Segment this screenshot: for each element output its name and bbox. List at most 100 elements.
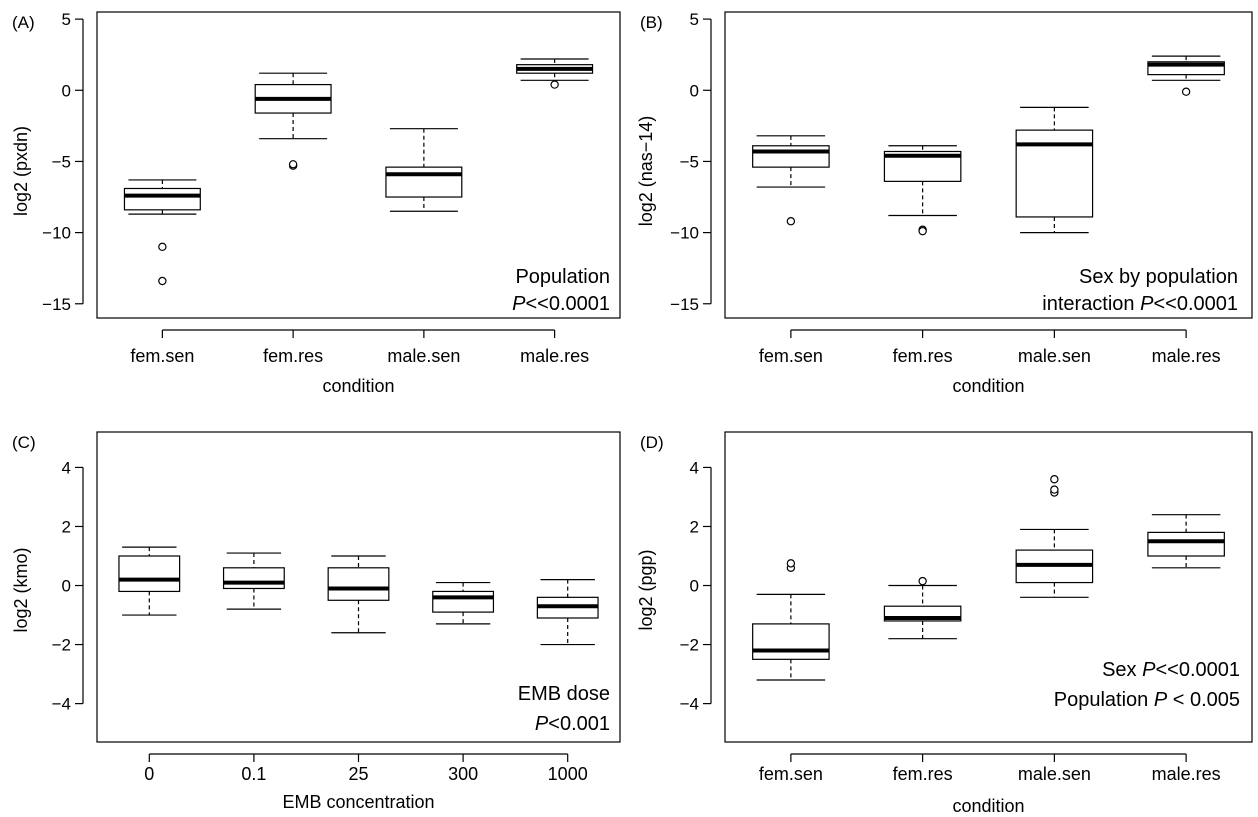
box-iqr: [752, 145, 830, 168]
box-fem.res: [883, 145, 962, 236]
y-tick-label: −10: [42, 224, 71, 243]
x-axis-label: condition: [952, 376, 1024, 396]
outlier-point: [786, 217, 796, 226]
x-tick-label: male.sen: [1018, 764, 1091, 784]
box-iqr: [123, 187, 201, 211]
y-tick-label: 2: [690, 517, 699, 536]
y-axis-label: log2 (pxdn): [11, 126, 31, 216]
x-tick-label: 1000: [548, 764, 588, 784]
annotation-line: Population P < 0.005: [1054, 689, 1240, 711]
box-iqr: [385, 166, 463, 198]
x-axis-label: EMB concentration: [282, 792, 434, 812]
outlier-point: [158, 242, 167, 252]
x-tick-label: 0.1: [241, 764, 266, 784]
y-tick-label: −15: [42, 295, 71, 314]
panel-label: (D): [640, 433, 664, 452]
box-fem.sen: [752, 135, 830, 226]
x-tick-label: fem.res: [893, 346, 953, 366]
y-tick-label: 4: [690, 458, 699, 477]
panel-d: (D) −4 −2 0 2 4 log2 (pgp) fem.sen fem.res male.s…: [636, 431, 1253, 816]
outlier-point: [550, 80, 559, 89]
box-male.res: [516, 58, 594, 89]
plot-frame: [96, 11, 621, 319]
box-iqr: [327, 567, 390, 601]
y-tick-label: −5: [680, 152, 699, 171]
y-tick-label: 5: [690, 10, 699, 29]
x-tick-label: 25: [348, 764, 368, 784]
y-tick-label: −5: [52, 152, 71, 171]
outlier-point: [918, 576, 927, 586]
box-iqr: [118, 555, 181, 593]
x-tick-label: male.res: [1152, 764, 1221, 784]
x-tick-label: fem.sen: [130, 346, 194, 366]
panel-label: (B): [640, 13, 663, 32]
x-tick-label: fem.sen: [759, 764, 823, 784]
y-tick-label: −4: [52, 695, 71, 714]
x-tick-label: 0: [144, 764, 154, 784]
y-axis-label: log2 (nas−14): [636, 116, 656, 227]
annotation-line: EMB dose: [518, 683, 610, 705]
annotation-line: interaction P<<0.0001: [1042, 293, 1238, 315]
outlier-point: [1181, 87, 1191, 96]
box-25: [327, 555, 390, 634]
box-300: [432, 581, 495, 625]
y-tick-label: −15: [670, 295, 699, 314]
plot-frame: [724, 11, 1253, 319]
y-axis-label: log2 (pgp): [636, 549, 656, 630]
panel-a: (A) −15 −10 −5 0 5 log2 (pxdn) fem.sen fem.res ma…: [11, 10, 621, 396]
plot-frame: [724, 431, 1253, 743]
outlier-point: [918, 226, 927, 236]
box-fem.sen: [752, 559, 830, 681]
box-1000: [536, 579, 599, 646]
x-tick-label: male.res: [1152, 346, 1221, 366]
panel-b: (B) −15 −10 −5 0 5 log2 (nas−14) fem.sen fem.res…: [636, 10, 1253, 396]
box-fem.res: [254, 72, 332, 170]
x-tick-label: fem.res: [893, 764, 953, 784]
box-fem.res: [883, 576, 962, 640]
outlier-point: [288, 160, 298, 169]
x-tick-label: male.sen: [387, 346, 460, 366]
y-tick-label: 0: [690, 577, 699, 596]
y-tick-label: 5: [62, 10, 71, 29]
box-male.sen: [1015, 106, 1094, 234]
box-0.1: [222, 552, 285, 610]
box-male.res: [1147, 514, 1225, 569]
box-0: [118, 546, 181, 616]
y-tick-label: 0: [690, 81, 699, 100]
annotation-line: Population: [515, 266, 610, 288]
box-fem.sen: [123, 179, 201, 286]
y-tick-label: 0: [62, 81, 71, 100]
x-axis-label: condition: [952, 796, 1024, 816]
box-male.sen: [1015, 475, 1094, 598]
y-tick-label: −4: [680, 695, 699, 714]
y-tick-label: 0: [62, 577, 71, 596]
outlier-point: [786, 559, 796, 568]
x-axis-label: condition: [322, 376, 394, 396]
annotation-line: Sex by population: [1079, 266, 1238, 288]
panel-label: (C): [12, 433, 36, 452]
outlier-point: [1050, 485, 1059, 494]
y-tick-label: −2: [52, 636, 71, 655]
x-tick-label: fem.sen: [759, 346, 823, 366]
annotation-line: P<0.001: [535, 713, 610, 735]
x-tick-label: male.sen: [1018, 346, 1091, 366]
y-axis-label: log2 (kmo): [11, 547, 31, 632]
box-male.res: [1147, 55, 1225, 96]
y-tick-label: −2: [680, 636, 699, 655]
panel-label: (A): [12, 13, 35, 32]
annotation-line: Sex P<<0.0001: [1102, 659, 1240, 681]
outlier-point: [1050, 475, 1059, 484]
y-tick-label: 2: [62, 517, 71, 536]
box-iqr: [432, 590, 495, 613]
box-iqr: [1147, 531, 1225, 557]
y-tick-label: 4: [62, 458, 71, 477]
outlier-point: [158, 276, 167, 286]
box-male.sen: [385, 128, 463, 212]
plot-frame: [96, 431, 621, 743]
annotation-line: P<<0.0001: [512, 293, 610, 315]
y-tick-label: −10: [670, 224, 699, 243]
x-tick-label: fem.res: [263, 346, 323, 366]
box-iqr: [222, 567, 285, 590]
x-tick-label: 300: [448, 764, 478, 784]
